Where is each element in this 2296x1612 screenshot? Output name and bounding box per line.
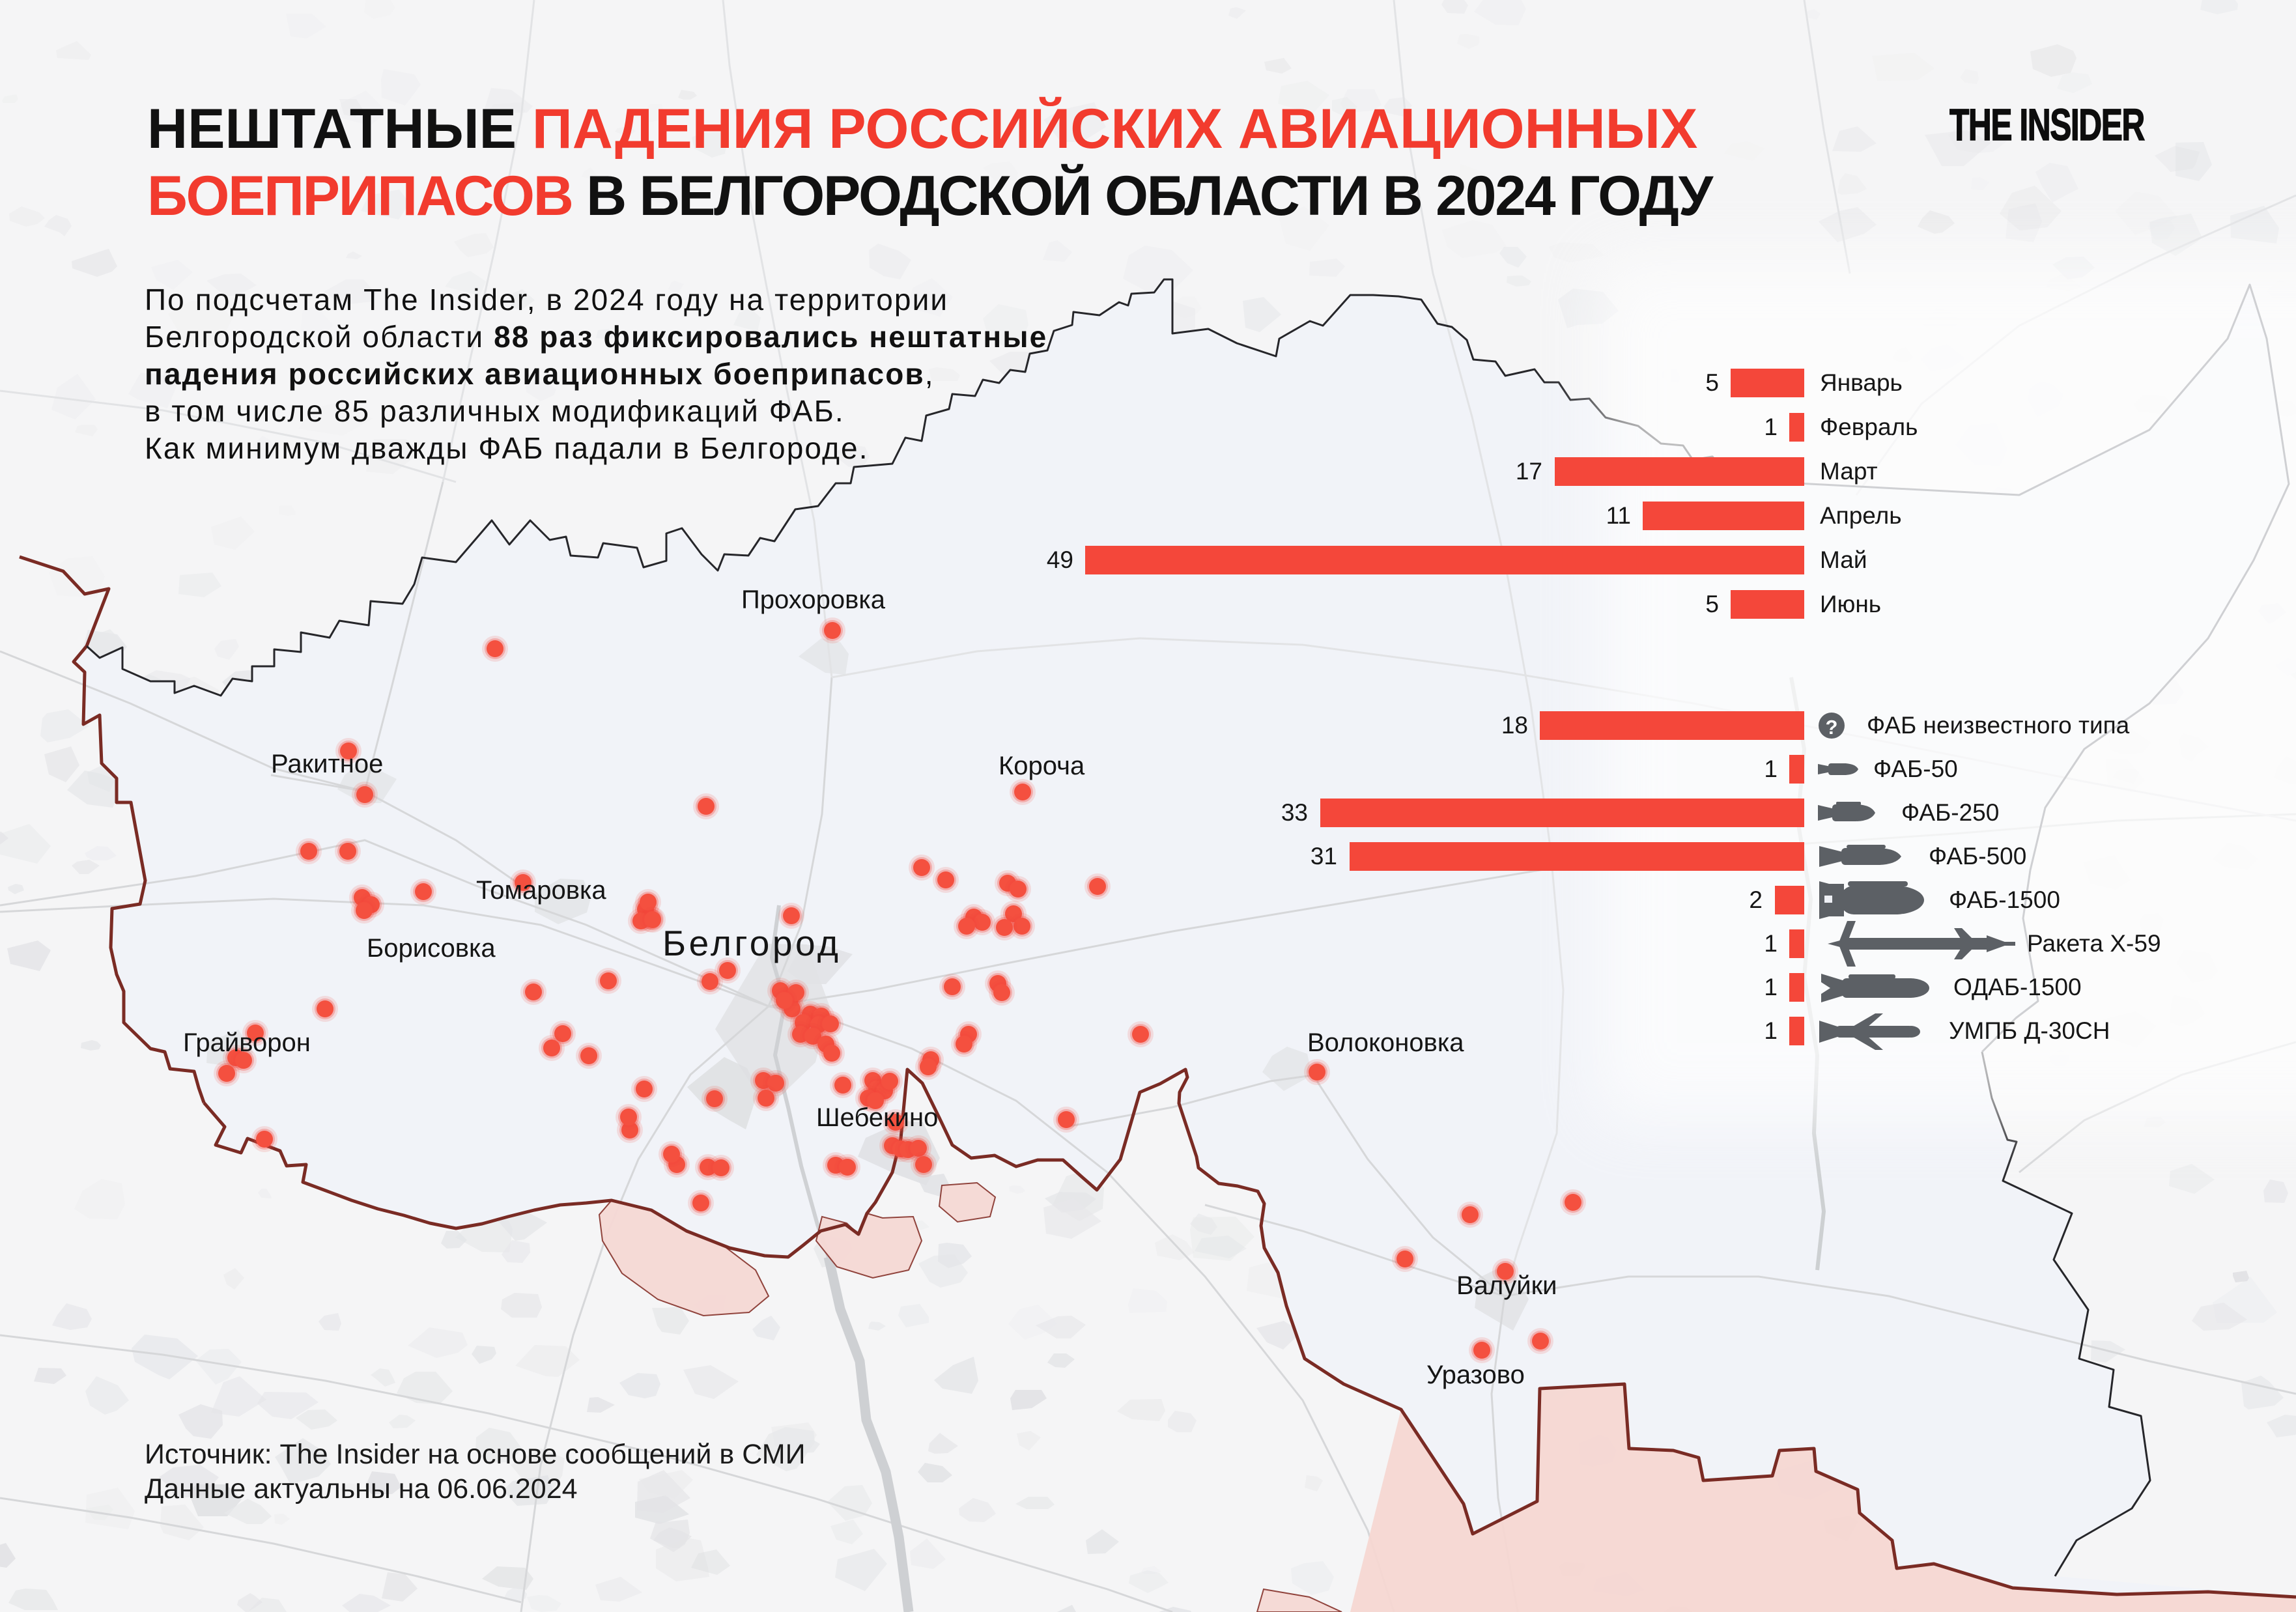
svg-text:?: ? bbox=[1826, 716, 1838, 739]
